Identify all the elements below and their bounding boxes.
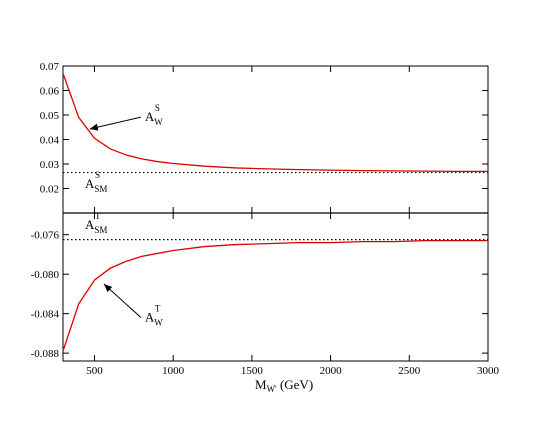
y-tick-label: 0.05 [40, 110, 60, 122]
annotation-arrow-line [89, 116, 141, 130]
annotation-sub: W [154, 117, 163, 127]
annotation-main: A [85, 217, 95, 232]
asymmetry-curve [62, 239, 488, 352]
annotation-arrow-head [89, 123, 99, 131]
ticks-layer: 0.02 0.03 0.04 0.05 0.06 0.07 -0.088 -0.084 -0.0… [31, 61, 500, 377]
y-tick-label: -0.076 [31, 230, 60, 242]
x-tick-label: 1500 [241, 365, 264, 377]
asymmetry-curve [62, 73, 488, 173]
annotation-arrow-head [103, 284, 113, 293]
y-tick-label: 0.07 [40, 61, 60, 73]
y-tick-label: -0.080 [31, 269, 60, 281]
annotation-main: A [85, 176, 95, 191]
y-tick-label: 0.02 [40, 184, 59, 196]
x-axis-title-main: M [255, 377, 267, 392]
annotation-sup: T [95, 211, 101, 221]
annotation-main: A [145, 310, 155, 325]
annotation-sup: T [155, 304, 161, 314]
x-tick-label: 2500 [398, 365, 421, 377]
annotation-sub: SM [94, 184, 107, 194]
annotation-sup: S [155, 103, 160, 113]
annotation-label: AW [145, 109, 163, 127]
y-tick-label: 0.06 [40, 86, 60, 98]
x-axis-title: MW' (GeV) [255, 377, 313, 394]
x-tick-label: 500 [86, 365, 103, 377]
y-tick-label: -0.084 [31, 309, 60, 321]
annotation-main: A [145, 109, 155, 124]
x-tick-label: 2000 [320, 365, 343, 377]
annotation-sup: S [95, 170, 100, 180]
annotation-sub: W [154, 318, 163, 328]
y-tick-label: 0.04 [40, 135, 60, 147]
x-axis-title-unit: (GeV) [280, 377, 313, 392]
annotation-label: AW [145, 310, 163, 328]
x-axis-title-sub: W' [267, 384, 277, 394]
annotation-label: ASM [85, 217, 107, 235]
annotation-arrow-line [103, 283, 142, 318]
y-tick-label: 0.03 [40, 159, 60, 171]
annotation-sub: SM [94, 225, 107, 235]
annotation-label: ASM [85, 176, 107, 194]
x-tick-label: 1000 [162, 365, 185, 377]
x-tick-label: 3000 [477, 365, 500, 377]
series-layer [62, 73, 488, 352]
y-tick-label: -0.088 [31, 348, 60, 360]
